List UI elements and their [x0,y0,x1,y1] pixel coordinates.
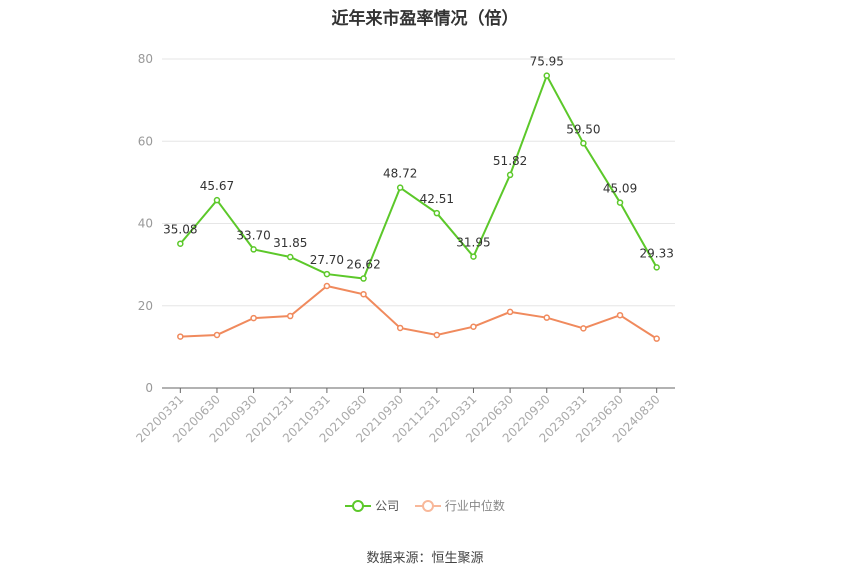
data-label: 42.51 [420,192,454,206]
data-label: 35.08 [163,223,197,237]
data-point [177,240,184,247]
grid-lines [162,58,675,307]
data-point [543,314,550,321]
data-label: 45.09 [603,182,637,196]
data-label: 27.70 [310,253,344,267]
axes: 0204060802020033120200630202009302020123… [133,52,675,445]
y-tick-label: 60 [138,134,153,148]
legend-item-company[interactable]: 公司 [345,497,399,514]
legend-swatch-industry-median [414,499,441,512]
data-point [213,196,221,204]
y-tick-label: 20 [138,299,153,313]
y-tick-label: 40 [138,217,153,231]
data-point [287,253,294,261]
data-point [506,171,514,179]
data-point [287,312,294,320]
data-label: 31.95 [456,236,490,250]
data-point [250,314,257,322]
data-point [323,282,331,290]
series-line-1 [180,284,658,340]
legend-label-company: 公司 [375,499,400,513]
data-source: 数据来源：恒生聚源 [366,551,484,566]
data-point [616,199,624,206]
series-layer [177,72,660,342]
data-point [396,324,404,332]
data-point [506,308,514,316]
series-line-0 [179,73,658,280]
legend: 公司 行业中位数 [0,497,850,515]
data-point [470,323,477,330]
data-point [323,270,331,278]
data-point [653,264,660,271]
legend-label-industry-median: 行业中位数 [444,499,505,513]
data-label: 26.62 [346,258,380,272]
legend-swatch-company [345,499,372,512]
data-point [433,331,441,339]
data-label: 31.85 [273,236,307,250]
data-label: 59.50 [566,122,600,136]
data-label: 29.33 [639,246,673,260]
data-point [580,140,587,147]
data-label: 48.72 [383,167,417,181]
chart-title: 近年来市盈率情况（倍） [331,9,519,29]
legend-item-industry-median[interactable]: 行业中位数 [414,497,505,514]
data-label: 33.70 [236,228,270,242]
y-tick-label: 0 [145,381,153,395]
data-label: 51.82 [493,154,527,168]
data-point [543,72,550,79]
data-label: 75.95 [530,55,564,69]
data-point [580,325,587,332]
data-point [360,290,367,298]
y-tick-label: 80 [138,52,153,66]
data-point [213,331,221,339]
data-point [396,184,404,191]
data-point [433,209,441,217]
data-point [653,335,660,342]
data-point [177,333,184,340]
data-point [360,275,367,282]
data-label: 45.67 [200,179,234,193]
data-point [250,246,257,253]
data-point [616,311,624,319]
data-point [470,253,477,260]
